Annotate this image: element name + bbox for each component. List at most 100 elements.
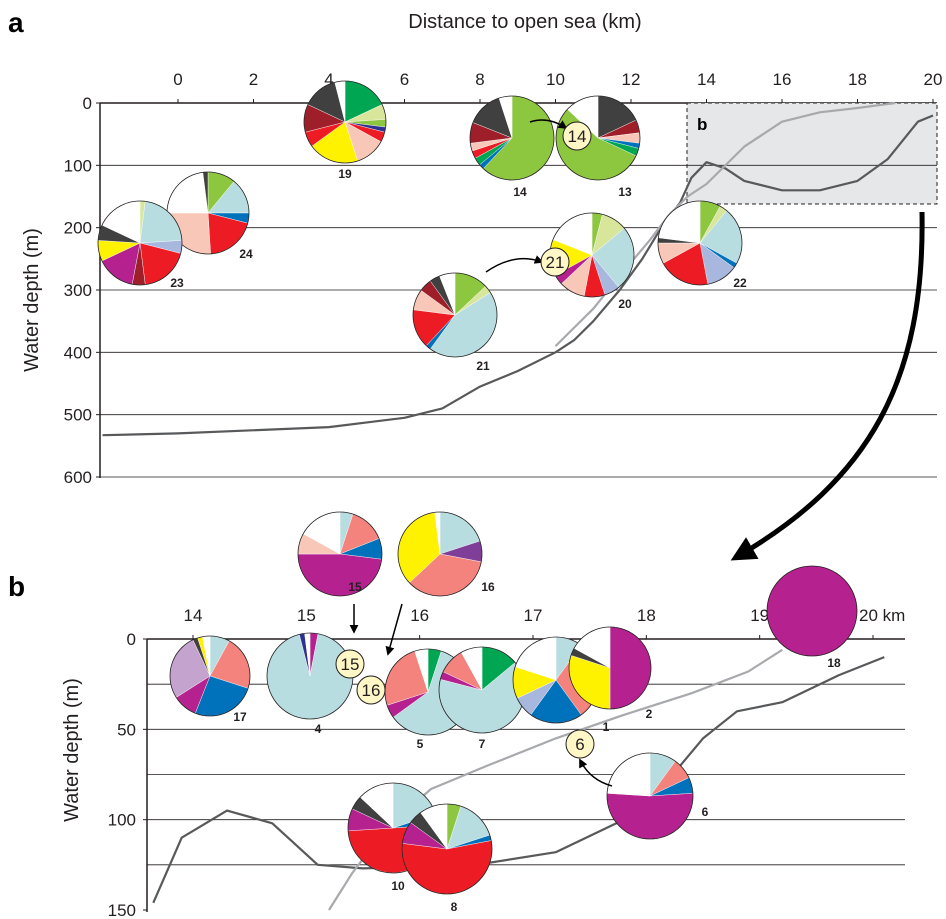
svg-text:15: 15 <box>341 655 360 674</box>
ref-marker-15: 15 <box>335 649 365 679</box>
panel-b-x-tick-label: 18 <box>637 606 656 625</box>
panel-b-pie-16: 16 <box>397 511 495 597</box>
panel-a-ylabel: Water depth (m) <box>21 228 43 372</box>
svg-text:6: 6 <box>575 735 584 754</box>
panel-b-pie-16-outline <box>397 511 483 597</box>
panel-b-pie-6-slice <box>606 752 651 797</box>
panel-a-pie-13-outline <box>555 95 641 181</box>
panel-b-x-tick-label: 17 <box>524 606 543 625</box>
panel-a-xlabel: Distance to open sea (km) <box>408 11 641 33</box>
panel-a-pie-label: 22 <box>733 276 747 290</box>
panel-a-pie-23: 23 <box>97 200 184 290</box>
panel-b-pie-7: 7 <box>438 646 526 751</box>
zoom-arrow <box>730 211 925 561</box>
panel-b-pie-label: 4 <box>315 722 322 736</box>
panel-b-x-tick-label: 20 km <box>859 606 905 625</box>
panel-b-pie-17: 17 <box>169 635 251 724</box>
arrow-6-up <box>579 758 613 787</box>
panel-b-pie-label: 2 <box>646 707 653 721</box>
panel-a-y-tick-label: 400 <box>64 343 92 362</box>
panel-a-x-tick-label: 2 <box>249 70 258 89</box>
panel-a-x-tick-label: 14 <box>697 70 716 89</box>
panel-a-y-tick-label: 300 <box>64 281 92 300</box>
panel-a-x-tick-label: 20 <box>924 70 943 89</box>
panel-b-pie-8: 8 <box>401 803 493 914</box>
panel-b-letter: b <box>8 571 25 602</box>
panel-a-pie-20: 20 <box>549 212 635 311</box>
panel-b-y-tick-label: 0 <box>127 630 136 649</box>
panel-a-y-tick-label: 100 <box>64 156 92 175</box>
panel-b-y-tick-label: 100 <box>108 811 136 830</box>
ref-marker-14: 14 <box>562 121 592 151</box>
panel-b-pie-label: 5 <box>417 737 424 751</box>
panel-a-x-tick-label: 4 <box>324 70 333 89</box>
panel-b-pie-label: 16 <box>481 580 495 594</box>
panel-a-pie-19: 19 <box>303 80 387 181</box>
panel-b-x-tick-label: 19 <box>750 606 769 625</box>
panel-b-pie-15-slice <box>297 553 382 597</box>
panel-a-x-tick-label: 18 <box>848 70 867 89</box>
inset-b-letter: b <box>697 115 707 134</box>
panel-b-pie-8-outline <box>401 803 493 895</box>
panel-b-pie-label: 7 <box>479 737 486 751</box>
panel-b-pie-15-outline <box>297 511 383 597</box>
panel-a-pie-19-outline <box>303 80 387 164</box>
arrow-21-to-20 <box>485 255 544 273</box>
panel-a-gridlines <box>100 164 937 478</box>
svg-text:14: 14 <box>568 127 587 146</box>
panel-b-y-tick-label: 50 <box>117 720 136 739</box>
panel-a-pie-label: 19 <box>338 167 352 181</box>
panel-a-pie-23-outline <box>97 200 183 286</box>
panel-b-pie-6-outline <box>606 752 694 840</box>
panel-a-letter: a <box>8 7 24 38</box>
svg-text:21: 21 <box>546 253 565 272</box>
panel-b-x-tick-label: 14 <box>184 606 203 625</box>
panel-a-pie-label: 13 <box>618 185 632 199</box>
panel-a-pie-21-outline <box>412 272 498 358</box>
panel-b-pie-4: 4 <box>266 632 354 736</box>
panel-b-pie-label: 18 <box>827 656 841 670</box>
panel-b-pie-2-outline <box>568 626 652 710</box>
ref-marker-16: 16 <box>356 675 386 705</box>
panel-b-pie-6-slice <box>606 793 694 840</box>
panel-b-pie-label: 17 <box>233 710 247 724</box>
panel-a-y-tick-label: 200 <box>64 219 92 238</box>
panel-a-pie-label: 24 <box>239 247 253 261</box>
panel-b-profile-line-1 <box>152 656 885 904</box>
panel-a-pie-label: 20 <box>618 297 632 311</box>
panel-a-x-tick-label: 10 <box>546 70 565 89</box>
panel-b-pie-15: 15 <box>297 511 383 597</box>
panel-a-x-tick-label: 0 <box>173 70 182 89</box>
panel-a-pies: 19 14 13 24 23 21 20 22 <box>97 80 747 373</box>
panel-b-x-tick-label: 16 <box>410 606 429 625</box>
panel-b-pie-label: 8 <box>451 900 458 914</box>
panel-a-y-tick-label: 500 <box>64 406 92 425</box>
panel-b-ylabel: Water depth (m) <box>61 678 83 822</box>
ref-marker-21: 21 <box>540 247 570 277</box>
panel-a-x-tick-label: 12 <box>622 70 641 89</box>
panel-b-pie-17-outline <box>169 635 251 717</box>
panel-a-pie-14-outline <box>469 95 555 181</box>
inset-b-region <box>686 102 938 205</box>
panel-b-pie-label: 15 <box>348 580 362 594</box>
panel-b-pie-label: 10 <box>391 879 405 893</box>
ref-marker-6: 6 <box>565 729 595 759</box>
panel-b-pie-18: 18 <box>766 565 858 670</box>
panel-a-pie-label: 23 <box>170 276 184 290</box>
panel-b-pie-label: 1 <box>603 720 610 734</box>
panel-a-pie-22-outline <box>657 200 743 286</box>
panel-a-y-tick-label: 600 <box>64 468 92 487</box>
panel-a-x-tick-label: 6 <box>400 70 409 89</box>
panel-a-pie-22-slice <box>658 200 701 244</box>
arrow-14-to-13 <box>529 119 568 129</box>
panel-a-x-tick-label: 16 <box>773 70 792 89</box>
panel-a-pie-21: 21 <box>412 272 498 373</box>
arrow-16-down <box>385 603 403 656</box>
svg-text:16: 16 <box>362 681 381 700</box>
panel-b-pie-6: 6 <box>606 752 709 840</box>
panel-b-pie-label: 6 <box>702 805 709 819</box>
panel-b-y-tick-label: 150 <box>108 901 136 919</box>
